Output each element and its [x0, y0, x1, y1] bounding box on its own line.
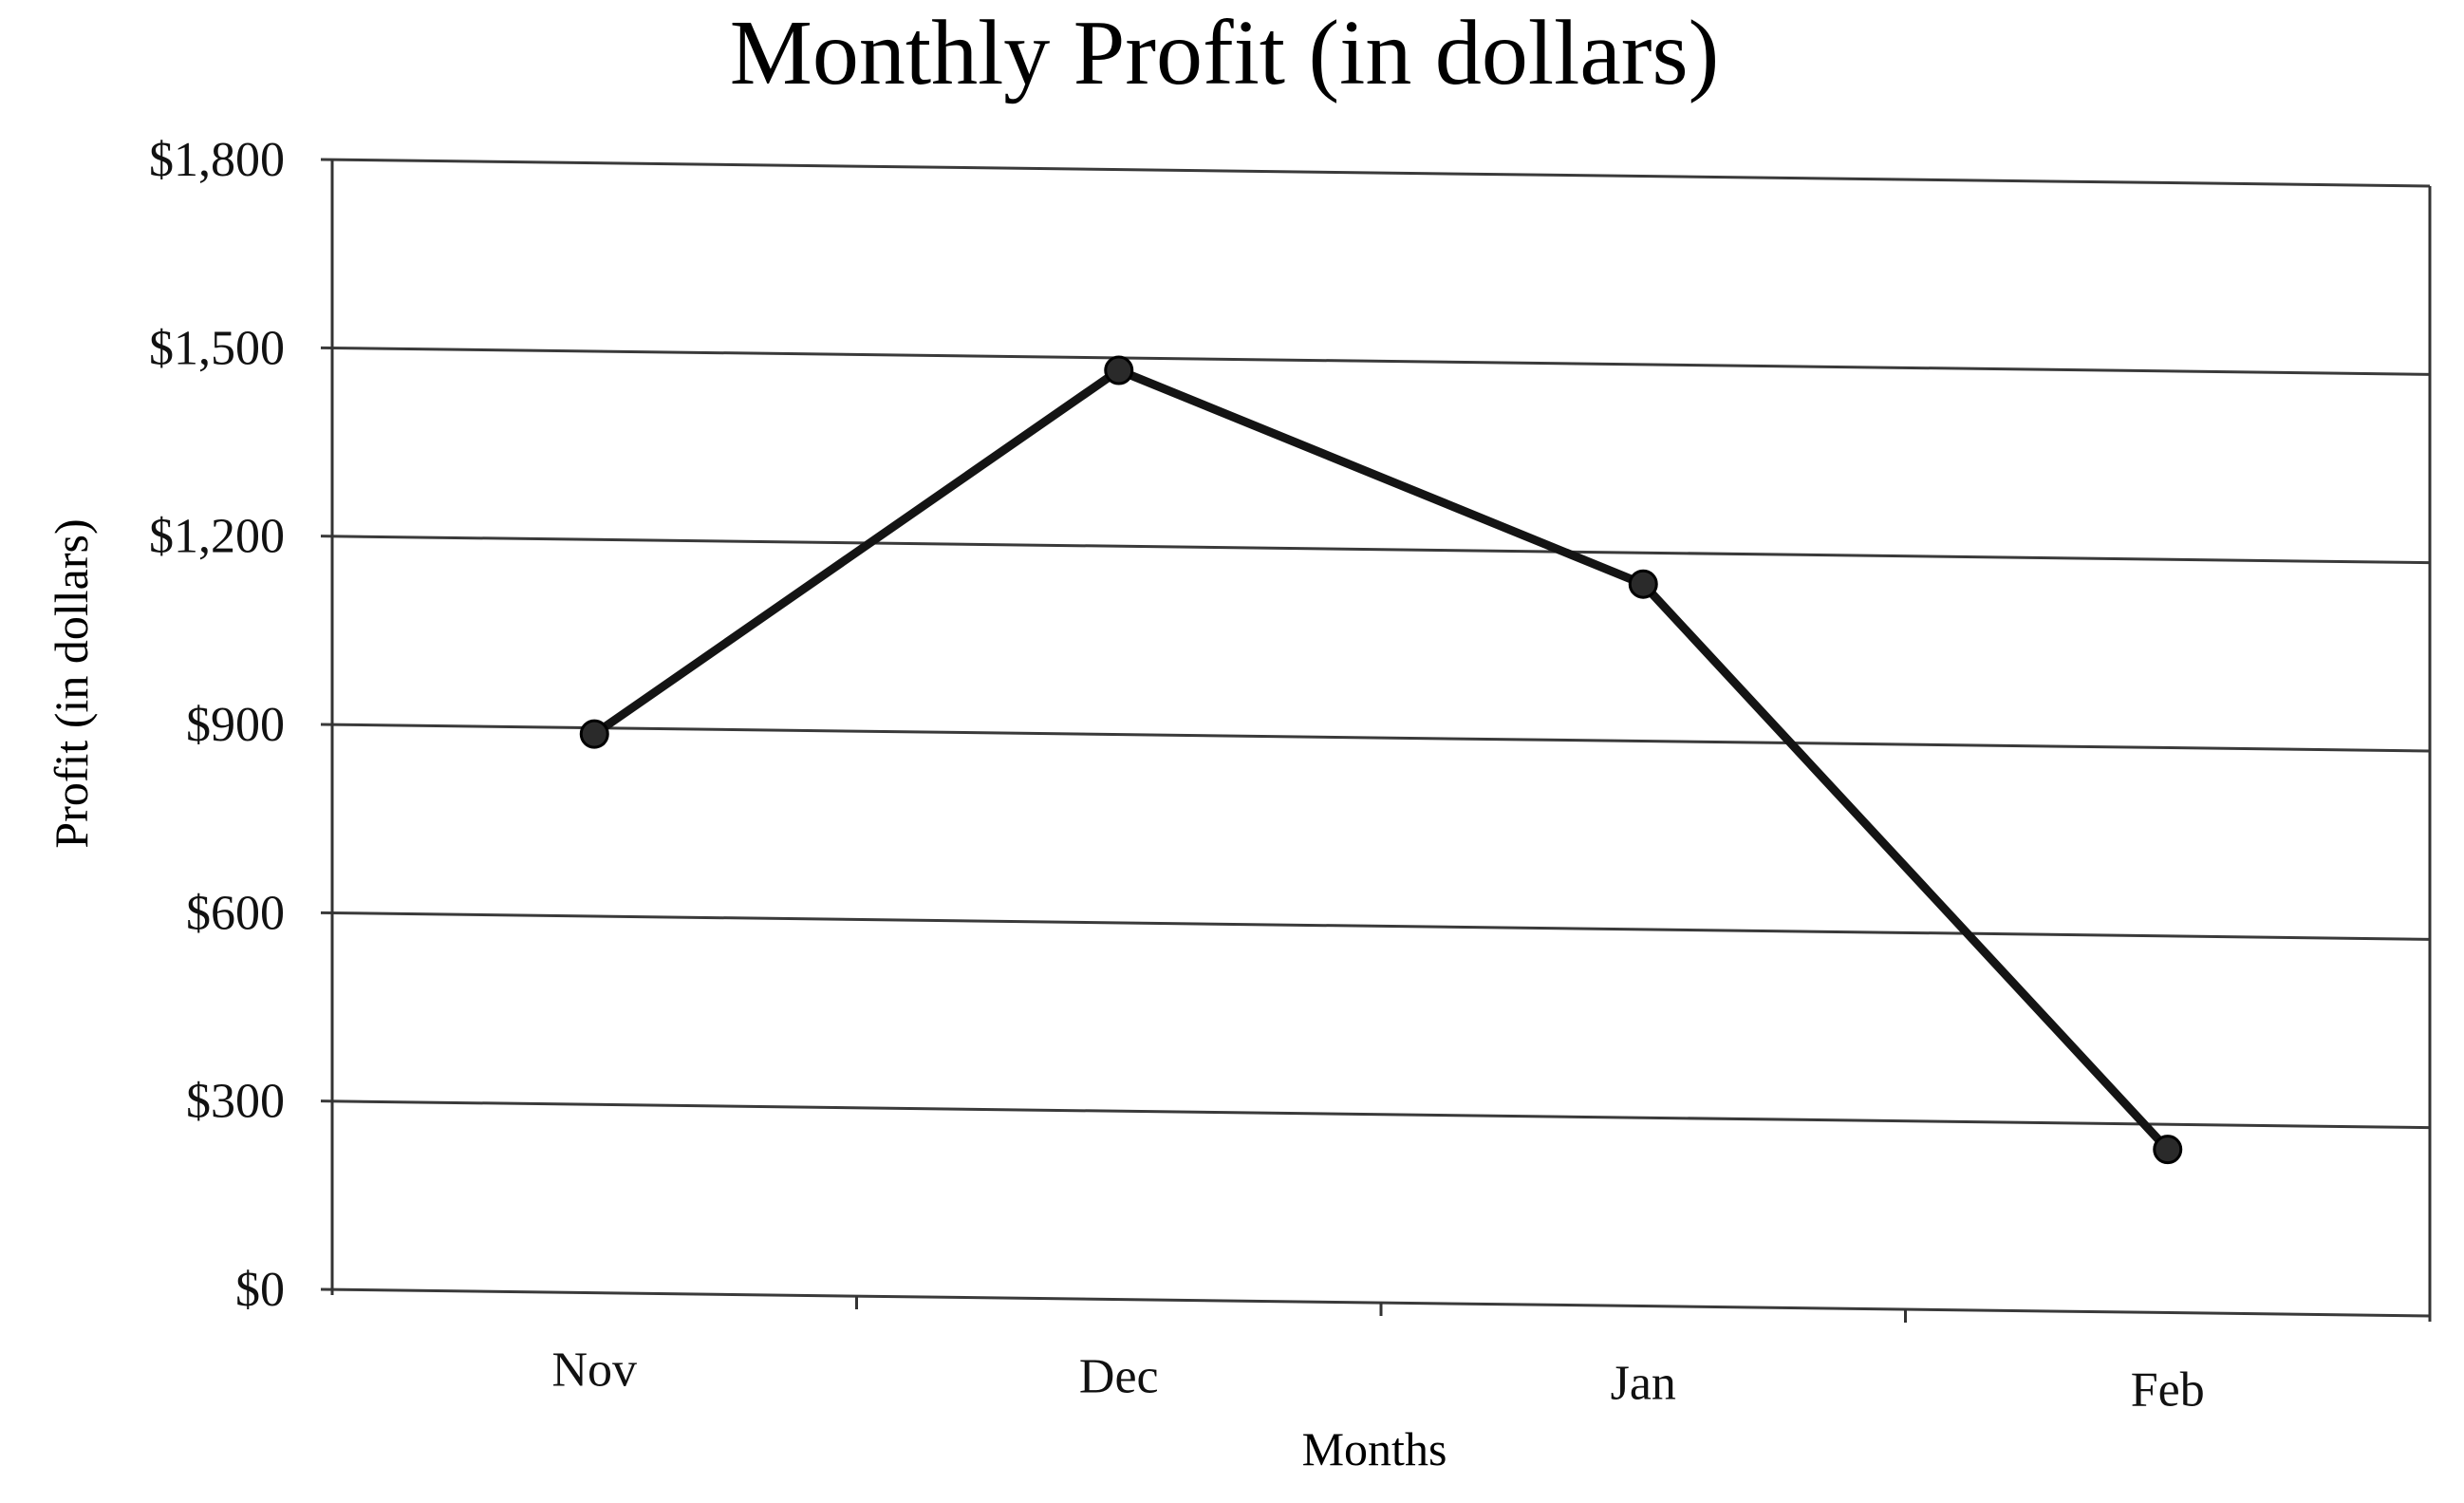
y-tick-label: $0 — [235, 1263, 285, 1317]
gridlines — [320, 158, 2431, 1318]
y-tick-label: $1,500 — [149, 321, 285, 375]
gridline — [320, 1287, 2431, 1318]
x-tick-label: Jan — [1611, 1357, 1676, 1411]
y-tick-label: $1,800 — [149, 133, 285, 187]
y-tick-label: $900 — [186, 698, 285, 752]
series-line-group — [589, 366, 2173, 1155]
chart-title: Monthly Profit (in dollars) — [730, 2, 1720, 104]
gridline — [320, 723, 2431, 753]
data-point — [2153, 1135, 2183, 1165]
y-axis-tick-labels: $0 $300 $600 $900 $1,200 $1,500 $1,800 — [149, 133, 285, 1317]
x-axis-tick-labels: Nov Dec Jan Feb — [551, 1343, 2204, 1418]
data-points — [579, 355, 2183, 1165]
gridline — [320, 1099, 2431, 1130]
series-line — [589, 366, 2173, 1155]
data-point — [1104, 355, 1134, 385]
data-point — [579, 719, 609, 749]
axes — [330, 160, 2432, 1323]
data-point — [1628, 569, 1658, 599]
y-tick-label: $300 — [186, 1075, 285, 1129]
x-tick-label: Feb — [2131, 1363, 2205, 1418]
y-tick-label: $1,200 — [149, 510, 285, 564]
gridline — [320, 158, 2431, 188]
x-axis-label: Months — [1302, 1422, 1447, 1475]
x-tick-label: Nov — [551, 1343, 637, 1398]
x-tick-label: Dec — [1079, 1350, 1159, 1404]
gridline — [320, 911, 2431, 941]
gridline — [320, 346, 2431, 376]
y-tick-label: $600 — [186, 886, 285, 940]
gridline — [320, 535, 2431, 565]
y-axis-label: Profit (in dollars) — [45, 518, 98, 848]
